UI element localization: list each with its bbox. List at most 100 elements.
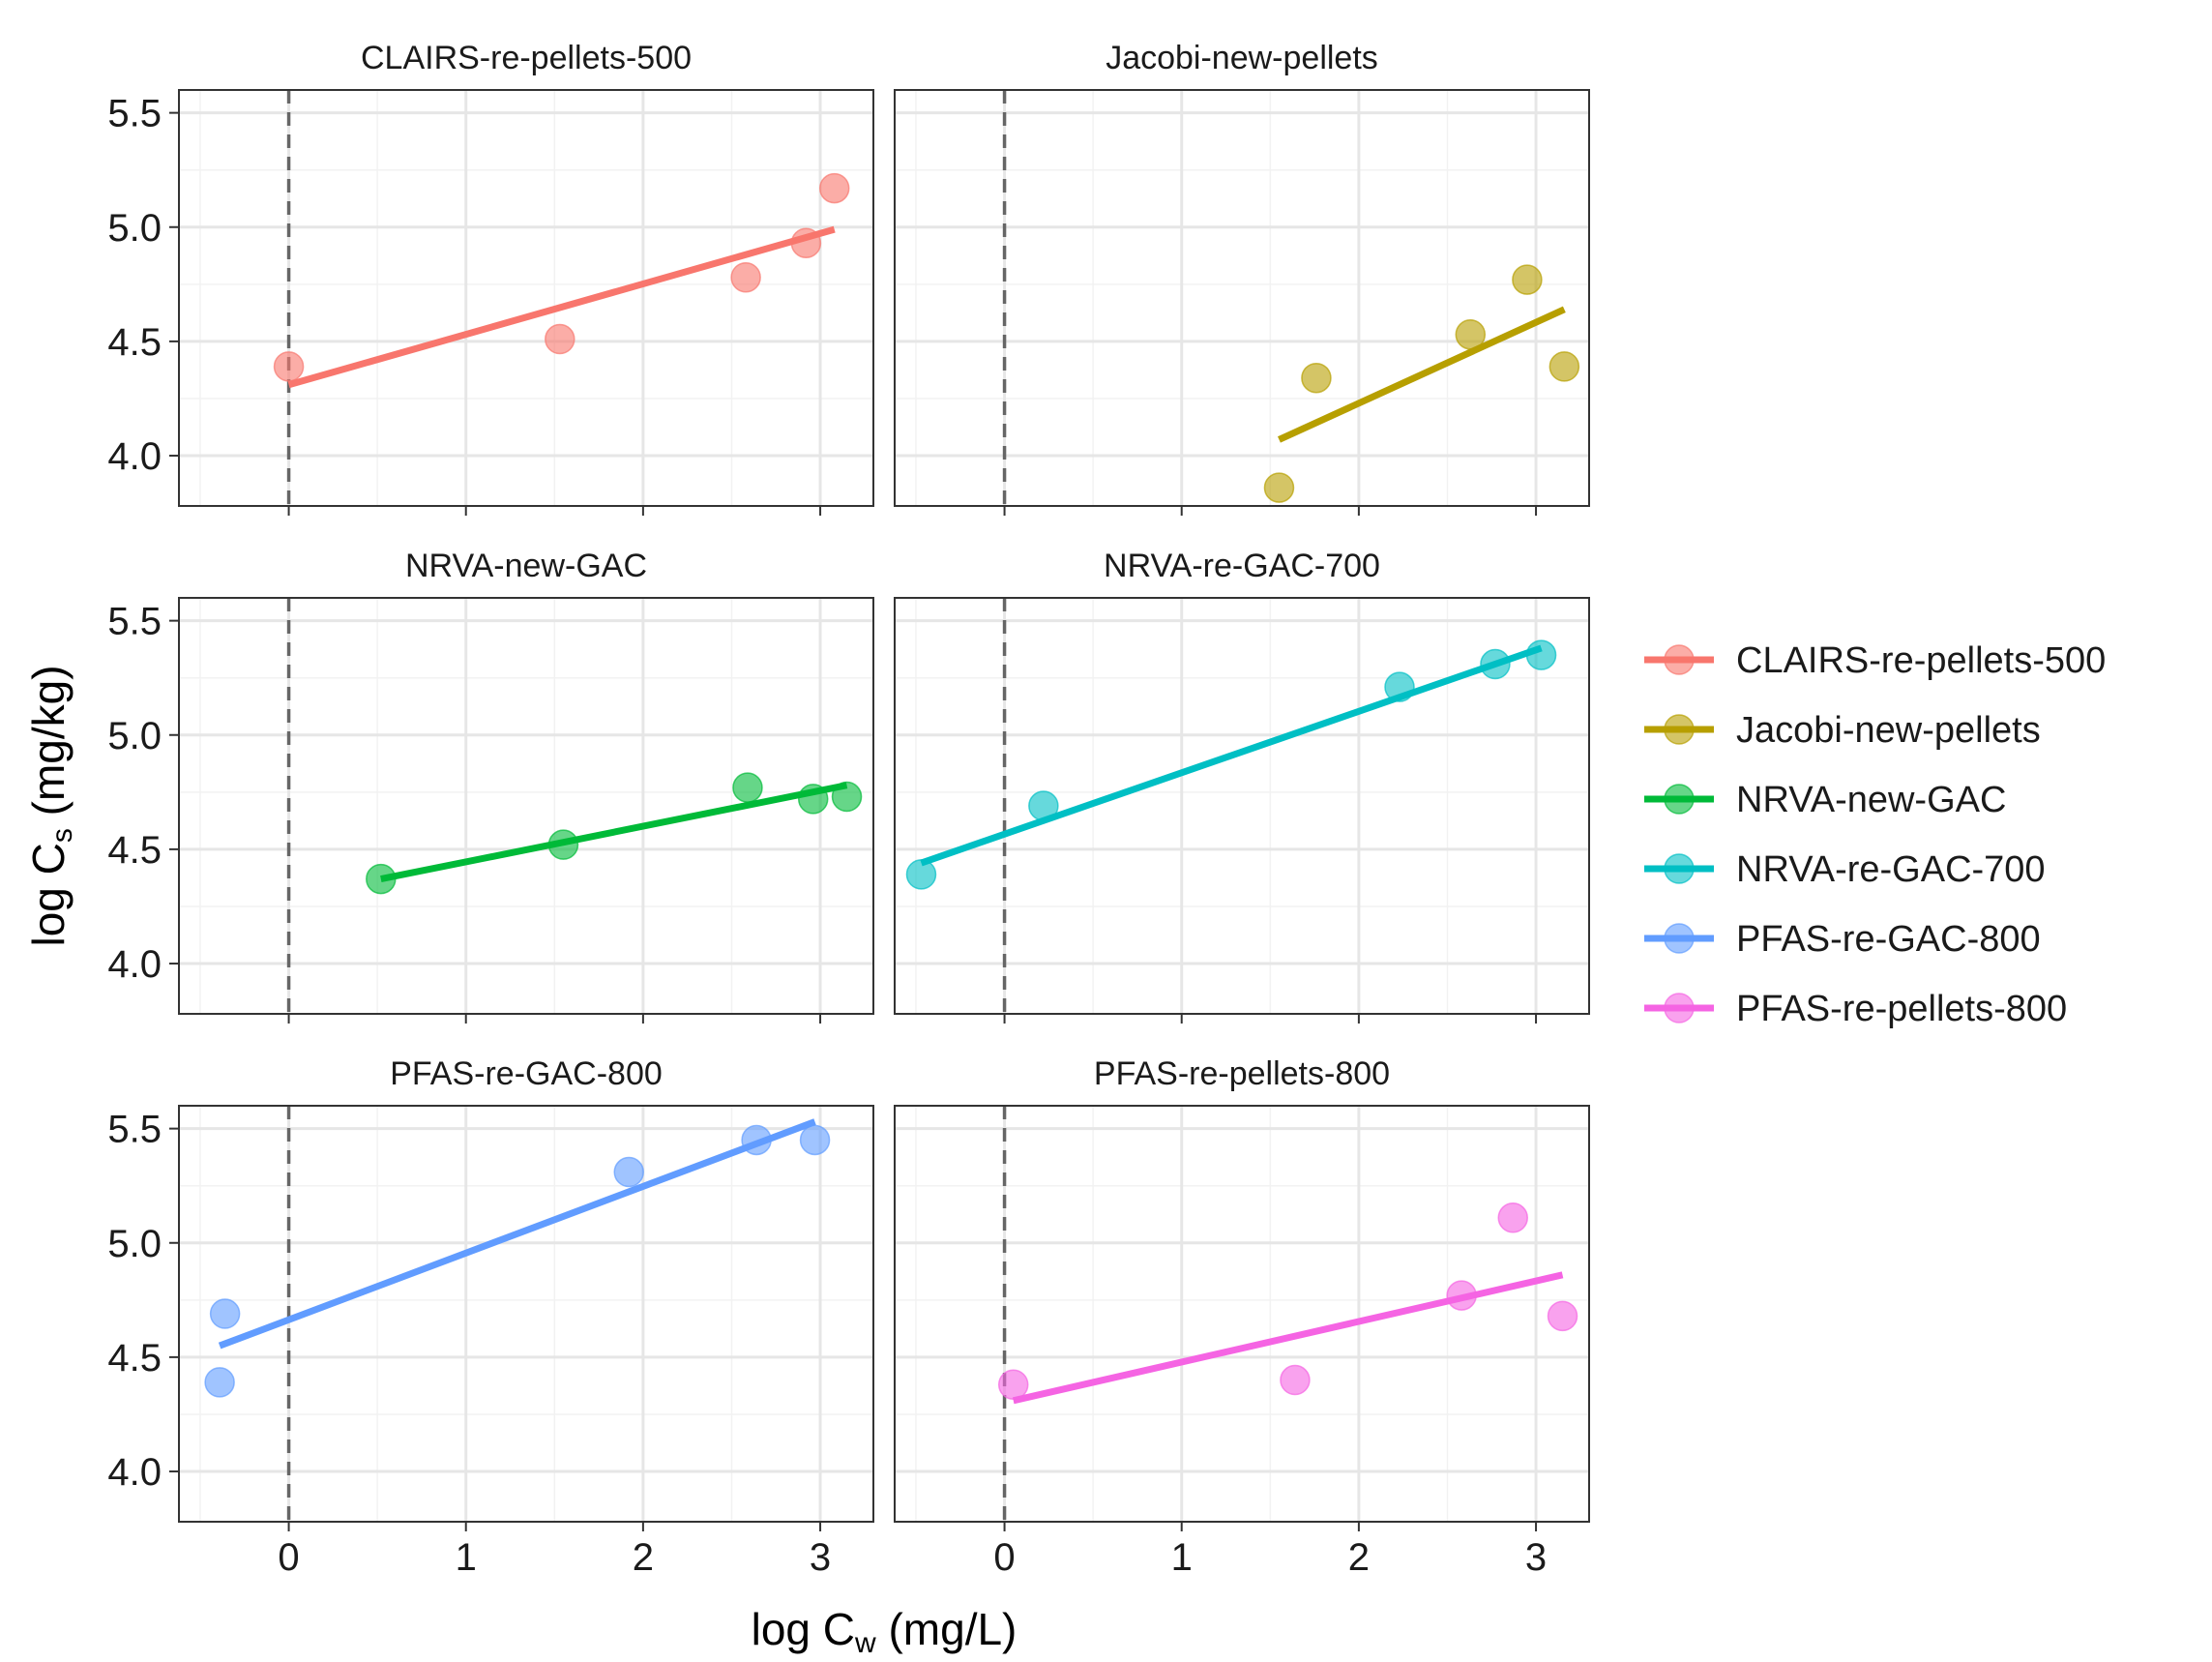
data-point [547,829,579,860]
panel-5: PFAS-re-GAC-800 4.0 4.5 5.0 5.5 0 1 2 3 [107,1055,874,1579]
fit-line [920,644,1543,867]
y-tick-label: 5.5 [107,1109,162,1151]
legend-key-point [1664,853,1695,884]
y-tick-label: 4.0 [107,943,162,986]
panel-border [178,89,874,507]
data-point [1548,351,1580,382]
fit-line [1278,306,1566,443]
panel-title: CLAIRS-re-pellets-500 [361,40,692,76]
panel-border [178,597,874,1015]
data-point [366,863,397,895]
y-tick-label: 5.0 [107,715,162,757]
legend-label: PFAS-re-GAC-800 [1736,919,2041,960]
y-tick-label: 4.5 [107,1337,162,1380]
panel-border [894,1105,1590,1523]
data-point [1497,1202,1528,1233]
data-point [1525,639,1557,670]
y-tick-label: 5.0 [107,207,162,250]
x-tick-label: 2 [633,1536,654,1579]
panel-background [895,90,1589,506]
y-tick-label: 4.5 [107,829,162,872]
data-point [818,172,850,204]
data-point [997,1369,1029,1400]
data-point [273,351,305,382]
data-point [797,784,829,815]
legend-label: Jacobi-new-pellets [1736,710,2041,751]
panel-background [179,598,873,1014]
y-tick-label: 5.5 [107,93,162,135]
data-point [741,1124,772,1156]
x-axis-title: log Cw (mg/L) [752,1604,1018,1659]
panel-3: NRVA-new-GAC 4.0 4.5 5.0 5.5 [107,548,874,1024]
data-point [905,859,937,890]
fit-line [287,225,836,389]
x-tick-label: 2 [1348,1536,1370,1579]
panel-title: PFAS-re-GAC-800 [390,1055,663,1092]
panel-background [179,1106,873,1522]
data-point [1028,790,1059,821]
legend-label: CLAIRS-re-pellets-500 [1736,640,2106,681]
data-point [1547,1300,1578,1332]
data-point [790,227,822,259]
panel-border [178,1105,874,1523]
legend: CLAIRS-re-pellets-500 Jacobi-new-pellets N… [1644,640,2106,1029]
data-point [1455,319,1487,350]
panel-1: CLAIRS-re-pellets-500 4.0 4.5 5.0 5.5 [107,40,874,516]
panel-border [894,597,1590,1015]
data-point [831,781,863,813]
legend-item: CLAIRS-re-pellets-500 [1644,640,2106,681]
legend-item: PFAS-re-GAC-800 [1644,919,2041,960]
legend-label: NRVA-re-GAC-700 [1736,849,2046,890]
panel-background [895,598,1589,1014]
data-point [730,261,761,293]
data-point [1446,1280,1477,1311]
y-tick-label: 4.5 [107,321,162,364]
legend-key-point [1664,923,1695,954]
panel-border [894,89,1590,507]
legend-key-point [1664,784,1695,815]
y-tick-label: 5.0 [107,1223,162,1265]
legend-key-point [1664,993,1695,1024]
data-point [732,772,763,803]
data-point [209,1298,241,1329]
data-point [613,1156,644,1188]
legend-key-point [1664,644,1695,675]
data-point [1512,264,1543,295]
legend-item: Jacobi-new-pellets [1644,710,2041,751]
y-tick-label: 5.5 [107,601,162,643]
y-tick-label: 4.0 [107,435,162,478]
data-point [1384,671,1415,702]
data-point [799,1124,831,1156]
x-tick-label: 0 [993,1536,1015,1579]
panel-background [895,1106,1589,1522]
legend-item: NRVA-re-GAC-700 [1644,849,2046,890]
panel-title: Jacobi-new-pellets [1106,40,1378,76]
y-axis-title: log Cs (mg/kg) [23,665,78,946]
x-tick-label: 1 [1171,1536,1193,1579]
y-tick-label: 4.0 [107,1451,162,1494]
panel-title: NRVA-new-GAC [405,548,647,584]
x-tick-label: 1 [456,1536,477,1579]
x-tick-label: 0 [278,1536,299,1579]
data-point [204,1367,235,1398]
legend-item: PFAS-re-pellets-800 [1644,989,2067,1029]
panel-4: NRVA-re-GAC-700 [894,548,1590,1024]
data-point [545,323,575,355]
data-point [1301,362,1332,394]
legend-item: NRVA-new-GAC [1644,780,2006,820]
panel-title: PFAS-re-pellets-800 [1094,1055,1390,1092]
panel-2: Jacobi-new-pellets [894,40,1590,516]
fit-line [380,782,848,883]
fit-line [218,1118,816,1350]
data-point [1280,1364,1311,1396]
x-tick-label: 3 [810,1536,831,1579]
legend-label: PFAS-re-pellets-800 [1736,989,2067,1029]
panel-6: PFAS-re-pellets-800 0 1 2 3 [894,1055,1590,1579]
legend-key-point [1664,714,1695,745]
data-point [1480,648,1511,680]
legend-label: NRVA-new-GAC [1736,780,2006,820]
data-point [1263,472,1295,503]
panel-background [179,90,873,506]
